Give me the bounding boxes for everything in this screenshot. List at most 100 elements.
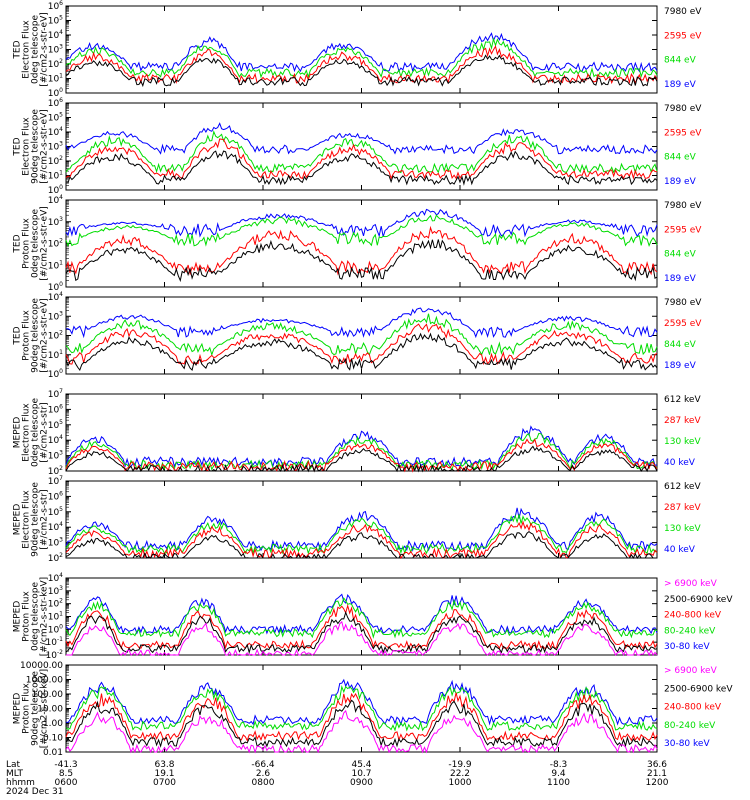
series-green — [65, 432, 658, 471]
series-magenta — [66, 620, 658, 657]
panel-8: 0.01 0.10 1.00 10.00 100.00 1000.00 10000.00 ME… — [13, 661, 734, 758]
legend-item: 612 keV — [664, 395, 701, 405]
legend-item: 287 keV — [664, 503, 701, 513]
series-green — [65, 130, 658, 175]
footer-lat-value: 36.6 — [647, 760, 667, 770]
legend-item: 7980 eV — [664, 7, 702, 17]
y-tick-label: 104 — [48, 521, 63, 533]
plot-frame — [65, 199, 658, 288]
series-black — [65, 445, 658, 473]
series-red — [65, 603, 658, 650]
y-tick-label: 104 — [48, 126, 63, 138]
y-tick-label: 101 — [48, 611, 63, 623]
y-axis-label: 0deg telescope — [31, 398, 41, 468]
legend-item: 80-240 keV — [664, 626, 716, 636]
footer-row-label: Lat — [6, 760, 21, 770]
footer-hhmm-value: 0900 — [350, 778, 373, 788]
y-tick-label: 104 — [48, 291, 63, 303]
legend-item: 80-240 keV — [664, 721, 716, 731]
y-tick-label: 102 — [48, 330, 63, 342]
legend-item: 30-80 keV — [664, 739, 710, 749]
panel-1: 100 101 102 103 104 105 106 TED Electron Flux 0de… — [13, 0, 703, 99]
series-black — [65, 610, 658, 655]
y-axis-label: 90deg telescope — [31, 109, 41, 184]
footer-lat-value: -41.3 — [54, 760, 77, 770]
legend-item: 844 eV — [664, 250, 697, 260]
y-tick-label: 106 — [48, 0, 63, 12]
y-axis-label: [#/cm2-s-str-eV] — [40, 12, 50, 87]
footer-mlt-value: 22.2 — [450, 769, 470, 779]
series-green — [65, 597, 658, 639]
series-black — [65, 332, 658, 372]
y-tick-label: 100.00 — [32, 690, 64, 700]
legend-item: 240-800 keV — [664, 611, 722, 621]
y-tick-label: 105 — [48, 419, 63, 431]
y-tick-label: 105 — [48, 506, 63, 518]
y-tick-label: 100 — [48, 87, 63, 99]
y-tick-label: 102 — [48, 598, 63, 610]
y-axis-label: 0deg telescope — [31, 582, 41, 652]
legend-item: 30-80 keV — [664, 642, 710, 652]
legend-item: 844 eV — [664, 340, 697, 350]
footer-hhmm-value: 0600 — [55, 778, 78, 788]
y-axis-label: 0deg telescope — [31, 15, 41, 85]
footer-hhmm-value: 0700 — [153, 778, 176, 788]
footer-mlt-value: 8.5 — [59, 769, 73, 779]
panel-3: 100 101 102 103 104 TED Proton Flux 0deg telesc… — [13, 194, 703, 293]
footer-lat-value: -8.3 — [550, 760, 568, 770]
legend-item: 2595 eV — [664, 225, 702, 235]
y-axis-label: TED — [13, 40, 23, 59]
series-red — [65, 225, 658, 276]
panel-6: 102 103 104 105 106 107 MEPED Electron Flux 90de… — [13, 475, 702, 564]
series-red — [65, 323, 658, 366]
series-black — [65, 530, 657, 560]
y-tick-label: 104 — [48, 434, 63, 446]
series-black — [65, 150, 658, 186]
y-axis-label: Proton Flux — [22, 591, 32, 642]
panel-4: 100 101 102 103 104 TED Proton Flux 90deg teles… — [13, 291, 703, 380]
legend-item: 130 keV — [664, 524, 701, 534]
y-axis-label: MEPED — [13, 417, 23, 449]
series-blue — [65, 678, 658, 726]
y-axis-label: Electron Flux — [22, 490, 32, 549]
y-tick-label: 102 — [48, 552, 63, 564]
series-magenta — [65, 709, 658, 754]
series-blue — [65, 32, 658, 73]
legend-item: 612 keV — [664, 482, 701, 492]
legend-item: 189 eV — [664, 80, 697, 90]
y-axis-label: MEPED — [13, 693, 23, 725]
y-axis-label: [#/cm2-s-str-eV] — [40, 206, 50, 281]
y-tick-label: 103 — [48, 216, 63, 228]
y-axis-label: MEPED — [13, 504, 23, 536]
legend-item: 844 eV — [664, 56, 697, 66]
y-tick-label: 101 — [48, 170, 63, 182]
series-red — [65, 438, 658, 473]
y-tick-label: 106 — [48, 403, 63, 415]
footer-mlt-value: 19.1 — [154, 769, 174, 779]
legend-item: 7980 eV — [664, 104, 702, 114]
y-tick-label: 102 — [48, 238, 63, 250]
y-tick-label: 101 — [48, 73, 63, 85]
y-tick-label: 102 — [48, 155, 63, 167]
y-tick-label: 10000.00 — [20, 661, 63, 671]
footer-row-label: hhmm — [6, 778, 35, 788]
footer-hhmm-value: 1100 — [547, 778, 570, 788]
legend-item: > 6900 keV — [664, 579, 718, 589]
series-green — [65, 37, 658, 79]
y-axis-label: 90deg telescope — [31, 671, 41, 746]
y-tick-label: 103 — [48, 141, 63, 153]
y-tick-label: 102 — [48, 58, 63, 70]
y-tick-label: 101 — [48, 259, 63, 271]
footer-mlt-value: 21.1 — [647, 769, 667, 779]
footer-lat-value: -19.9 — [448, 760, 472, 770]
y-axis-label: TED — [13, 326, 23, 345]
y-axis-label: [#/cm2-s-str-keV] — [40, 577, 50, 656]
y-axis-label: Proton Flux — [22, 310, 32, 361]
series-red — [65, 692, 658, 742]
panel-5: 102 103 104 105 106 107 MEPED Electron Flux 0deg… — [13, 388, 702, 477]
legend-item: 240-800 keV — [664, 703, 722, 713]
footer-mlt-value: 2.6 — [256, 769, 271, 779]
series-blue — [66, 307, 658, 339]
